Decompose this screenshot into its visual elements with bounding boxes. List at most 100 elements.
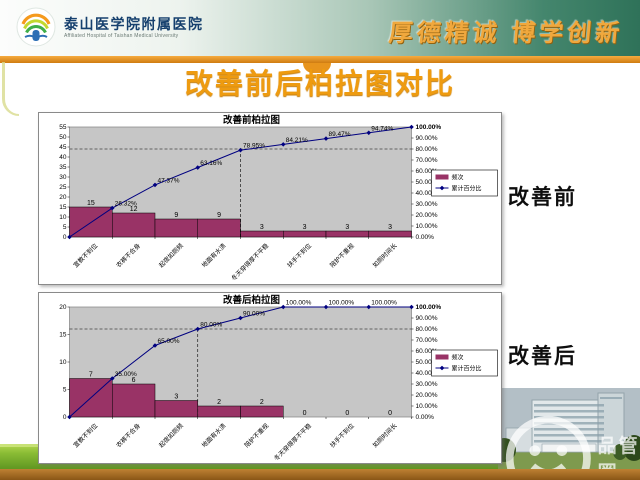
x-category-label: 起夜如厕频 [157,422,185,450]
legend-label-cumulative: 累计百分比 [452,364,482,372]
y2-tick-label: 30.00% [416,381,438,388]
legend-label-cumulative: 累计百分比 [452,184,482,192]
bar-value-label: 9 [174,212,178,219]
bar-value-label: 3 [260,224,264,231]
x-category-label: 衣裤不合身 [115,422,143,450]
y2-tick-label: 100.00% [416,124,442,131]
line-marker [152,343,158,348]
y2-tick-label: 70.00% [416,157,438,164]
y2-tick-label: 40.00% [416,370,438,377]
x-category-label: 衣裤不合身 [115,242,143,270]
divider-bar [0,56,640,63]
frequency-bar [325,230,369,238]
chart-title: 改善前柏拉图 [223,114,280,126]
frequency-bar [112,212,156,238]
frequency-bar [154,400,198,418]
y2-tick-label: 90.00% [416,315,438,322]
legend-box [431,349,498,377]
cumulative-pct-label: 90.00% [243,311,265,318]
label-after: 改善后 [508,345,577,368]
cumulative-pct-label: 47.37% [158,177,180,184]
bar-value-label: 0 [303,410,307,417]
hospital-motto: 厚德精诚 博学创新 [387,20,625,47]
legend-bar-swatch [435,174,449,180]
legend-box [431,169,498,197]
cumulative-pct-label: 63.16% [200,160,222,167]
bar-value-label: 0 [345,410,349,417]
y2-tick-label: 0.00% [416,234,435,241]
cumulative-pct-label: 65.00% [158,338,180,345]
hospital-logo: 泰山医学院附属医院 Affiliated Hospital of Taishan… [16,7,204,47]
line-marker [109,376,115,381]
pareto-chart-before-svg: 改善前柏拉图 0 5 10 15 20 25 30 35 40 45 50 55 0.00% 10.00% 2… [59,114,498,283]
y-tick-label: 50 [59,134,67,141]
x-category-label: 扶手不到位 [328,422,356,450]
hospital-name-block: 泰山医学院附属医院 Affiliated Hospital of Taishan… [64,16,204,39]
x-category-label: 如厕时间长 [371,422,399,450]
x-category-label: 宣教不到位 [72,422,100,450]
frequency-bar [368,230,412,238]
y-tick-label: 15 [59,204,67,211]
frequency-bar [197,405,241,418]
line-marker [366,304,372,310]
header: 泰山医学院附属医院 Affiliated Hospital of Taishan… [0,0,640,56]
watermark-text: 品管圈 [597,436,640,469]
bar-value-label: 3 [174,394,178,401]
cumulative-pct-label: 94.74% [371,125,393,132]
y2-tick-label: 80.00% [416,326,438,333]
cumulative-pct-label: 35.00% [115,371,137,378]
line-marker [195,326,201,332]
y2-tick-label: 40.00% [416,190,438,197]
line-marker [280,304,286,310]
y2-tick-label: 90.00% [416,135,438,142]
x-category-label: 地面有水渍 [200,242,228,270]
x-category-label: 冬天穿得厚不平稳 [230,242,271,283]
y-tick-label: 20 [59,194,67,201]
x-category-label: 陪护不重视 [243,422,271,450]
bar-value-label: 3 [388,224,392,231]
watermark-face-icon [505,415,591,469]
y2-tick-label: 10.00% [416,403,438,410]
x-category-label: 地面有水渍 [200,422,228,450]
frequency-bar [240,230,284,238]
divider-ornament [303,63,331,73]
pareto-chart-after-svg: 改善后柏拉图051015200.00%10.00%20.00%30.00%40.… [59,294,498,463]
x-category-label: 宣教不到位 [72,242,100,270]
legend-bar-swatch [435,354,449,360]
y-tick-label: 35 [59,164,67,171]
cumulative-pct-label: 100.00% [286,300,312,307]
hospital-name-en: Affiliated Hospital of Taishan Medical U… [64,32,179,39]
y2-tick-label: 50.00% [416,179,438,186]
y2-tick-label: 60.00% [416,168,438,175]
bar-value-label: 6 [132,377,136,384]
hospital-logo-icon [16,7,56,47]
line-marker [67,414,72,420]
y-tick-label: 25 [59,184,67,191]
line-marker [152,182,158,188]
line-marker [409,304,414,310]
line-marker [409,124,414,130]
pareto-chart-after: 改善后柏拉图 0 5 10 15 20 0.00% 10.00% 20.00% 30.00% 40.… [38,292,502,464]
y2-tick-label: 0.00% [416,414,435,421]
y-tick-label: 45 [59,144,67,151]
footer-strip [0,469,640,480]
cumulative-pct-label: 100.00% [371,300,397,307]
y-tick-label: 15 [59,332,67,339]
y-tick-label: 0 [63,234,67,241]
frequency-bar [197,218,241,238]
bar-value-label: 0 [388,410,392,417]
y2-tick-label: 20.00% [416,392,438,399]
y2-tick-label: 20.00% [416,212,438,219]
y2-tick-label: 50.00% [416,359,438,366]
y2-tick-label: 70.00% [416,337,438,344]
cumulative-pct-label: 26.32% [115,201,137,208]
cumulative-pct-label: 89.47% [329,131,351,138]
y-tick-label: 10 [59,359,67,366]
y-tick-label: 5 [63,387,67,394]
x-category-label: 冬天穿得厚不平稳 [272,422,313,463]
y2-tick-label: 30.00% [416,201,438,208]
frequency-bar [112,383,156,418]
legend-label-frequency: 频次 [452,354,464,362]
